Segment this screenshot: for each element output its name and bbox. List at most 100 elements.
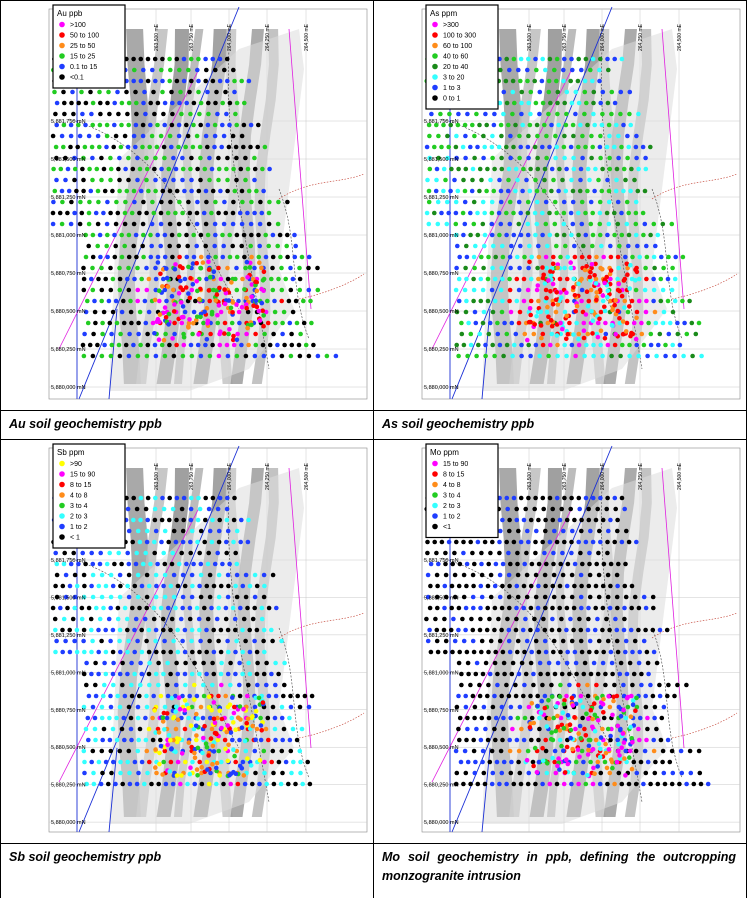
sample-point xyxy=(490,704,496,710)
sample-point xyxy=(645,660,651,666)
sample-point xyxy=(99,704,105,710)
sample-point xyxy=(80,166,85,172)
sample-point xyxy=(246,660,251,666)
sample-point xyxy=(254,671,260,677)
sample-point xyxy=(510,726,515,732)
sample-point xyxy=(220,561,225,567)
sample-point xyxy=(629,736,634,741)
sample-point xyxy=(634,770,640,776)
sample-point xyxy=(234,353,240,359)
sample-point xyxy=(157,298,162,304)
sample-point xyxy=(516,748,522,754)
sample-point xyxy=(435,221,441,227)
sample-point xyxy=(94,605,99,611)
sample-point xyxy=(605,550,610,556)
sample-point xyxy=(483,726,488,732)
sample-point xyxy=(60,627,65,633)
sample-point xyxy=(164,266,169,271)
sample-point xyxy=(554,144,559,150)
sample-point xyxy=(500,254,506,260)
sample-point xyxy=(110,583,116,589)
sample-point xyxy=(632,638,638,644)
sample-point xyxy=(607,770,613,776)
sample-point xyxy=(471,276,476,282)
sample-point xyxy=(572,561,578,567)
sample-point xyxy=(112,122,117,128)
sample-point xyxy=(194,733,199,738)
sample-point xyxy=(240,759,246,765)
sample-point xyxy=(132,627,137,633)
sample-point xyxy=(517,155,522,161)
sample-point xyxy=(118,144,124,150)
sample-point xyxy=(529,561,535,567)
sample-point xyxy=(461,177,466,183)
sample-point xyxy=(465,715,470,721)
sample-point xyxy=(235,781,241,787)
sample-point xyxy=(266,243,272,249)
sample-point xyxy=(176,243,181,249)
sample-point xyxy=(463,265,468,271)
sample-point xyxy=(442,583,448,589)
sample-point xyxy=(232,89,237,95)
sample-point xyxy=(606,747,612,752)
sample-point xyxy=(90,254,96,260)
sample-point xyxy=(605,294,610,300)
sample-point xyxy=(600,166,605,172)
sample-point xyxy=(514,506,519,512)
sample-point xyxy=(237,682,242,688)
sample-point xyxy=(276,199,281,205)
sample-point xyxy=(95,342,100,348)
sample-point xyxy=(564,353,569,359)
sample-point xyxy=(143,550,148,556)
sample-point xyxy=(441,166,447,172)
sample-point xyxy=(195,166,200,172)
sample-point xyxy=(665,298,671,304)
easting-label: 264,000 mE xyxy=(600,23,606,51)
sample-point xyxy=(74,649,80,655)
sample-point xyxy=(190,649,195,655)
sample-point xyxy=(500,649,506,655)
sample-point xyxy=(443,561,448,567)
sample-point xyxy=(254,304,260,310)
sample-point xyxy=(540,758,546,764)
sample-point xyxy=(521,166,526,172)
sample-point xyxy=(547,781,553,787)
sample-point xyxy=(306,287,312,293)
sample-point xyxy=(592,712,598,718)
sample-point xyxy=(62,100,67,106)
sample-point xyxy=(479,715,485,721)
sample-point xyxy=(176,291,182,296)
sample-point xyxy=(667,320,673,326)
sample-point xyxy=(578,594,584,600)
sample-point xyxy=(452,594,458,600)
sample-point xyxy=(542,572,548,578)
sample-point xyxy=(218,309,224,315)
sample-point xyxy=(456,660,462,666)
sample-point xyxy=(585,693,591,699)
sample-point xyxy=(549,682,554,688)
sample-point xyxy=(598,770,604,776)
sample-point xyxy=(595,506,600,512)
sample-point xyxy=(490,770,496,776)
sample-point xyxy=(145,342,151,348)
sample-point xyxy=(461,572,467,578)
sample-point xyxy=(182,188,187,194)
sample-point xyxy=(81,572,87,578)
sample-point xyxy=(72,155,77,161)
sample-point xyxy=(442,616,447,622)
sample-point xyxy=(154,144,160,150)
sample-point xyxy=(549,122,554,128)
sample-point xyxy=(435,583,440,589)
sample-point xyxy=(553,704,559,709)
sample-point xyxy=(632,177,637,183)
sample-point xyxy=(536,737,541,743)
sample-point xyxy=(660,221,666,227)
sample-point xyxy=(261,671,267,677)
sample-point xyxy=(102,342,107,348)
sample-point xyxy=(212,561,218,567)
sample-point xyxy=(147,682,152,688)
sample-point xyxy=(297,265,302,271)
sample-point xyxy=(492,726,497,732)
sample-point xyxy=(558,331,564,337)
